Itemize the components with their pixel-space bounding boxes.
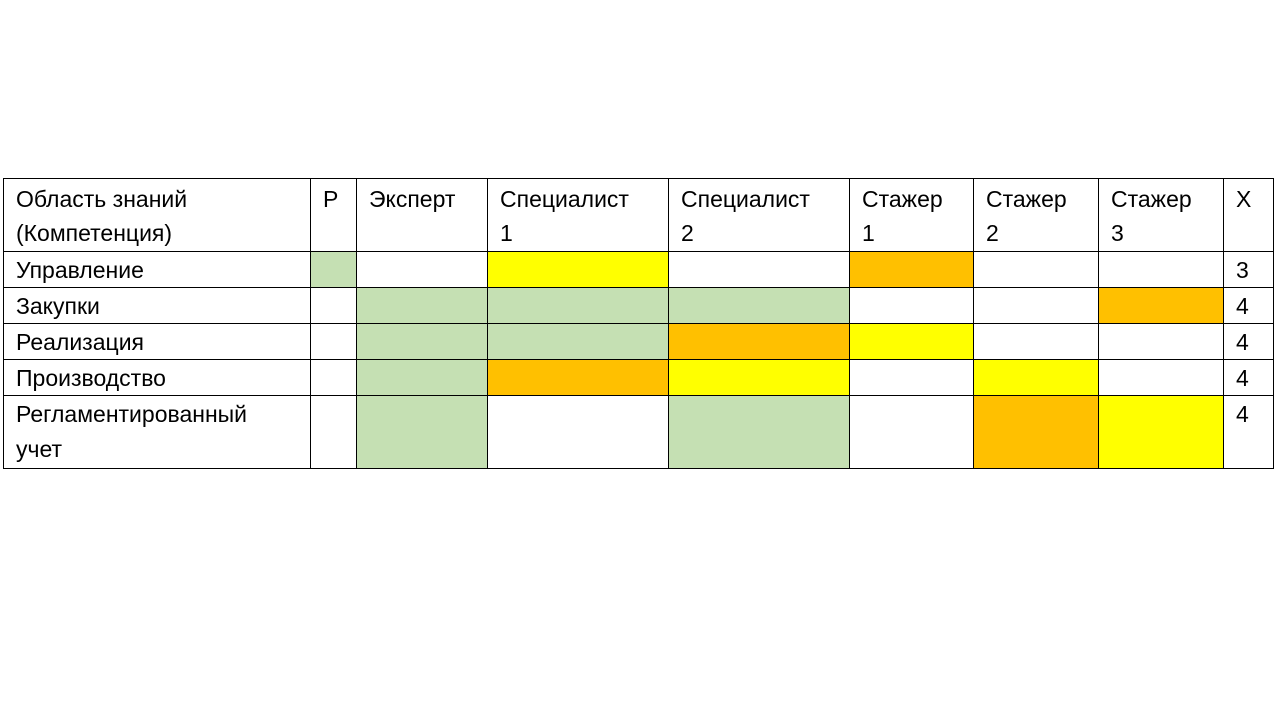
matrix-cell <box>668 323 850 360</box>
header-specialist-1: Специалист 1 <box>487 178 669 252</box>
header-r: Р <box>310 178 357 252</box>
matrix-cell <box>487 323 669 360</box>
matrix-cell <box>356 251 488 288</box>
matrix-cell <box>310 395 357 469</box>
matrix-cell <box>487 395 669 469</box>
header-knowledge-area: Область знаний (Компетенция) <box>3 178 311 252</box>
header-trainee-1: Стажер 1 <box>849 178 974 252</box>
matrix-cell <box>356 323 488 360</box>
header-x: Х <box>1223 178 1274 252</box>
matrix-cell <box>668 359 850 396</box>
matrix-cell <box>487 251 669 288</box>
matrix-cell <box>356 395 488 469</box>
matrix-cell <box>310 323 357 360</box>
matrix-cell <box>1098 251 1224 288</box>
matrix-cell <box>849 287 974 324</box>
matrix-cell <box>849 395 974 469</box>
header-specialist-2: Специалист 2 <box>668 178 850 252</box>
row-count: 3 <box>1223 251 1274 288</box>
matrix-cell <box>310 287 357 324</box>
table-row: Закупки 4 <box>3 287 1274 324</box>
row-label: Управление <box>3 251 311 288</box>
matrix-cell <box>1098 323 1224 360</box>
matrix-cell <box>849 323 974 360</box>
header-trainee-2: Стажер 2 <box>973 178 1099 252</box>
row-label: Регламентированный учет <box>3 395 311 469</box>
competency-matrix-table: Область знаний (Компетенция) Р Эксперт С… <box>3 178 1274 469</box>
matrix-cell <box>668 287 850 324</box>
matrix-cell <box>668 251 850 288</box>
row-count: 4 <box>1223 359 1274 396</box>
matrix-cell <box>973 287 1099 324</box>
matrix-cell <box>849 251 974 288</box>
matrix-cell <box>310 251 357 288</box>
matrix-cell <box>973 251 1099 288</box>
matrix-cell <box>1098 359 1224 396</box>
row-label: Реализация <box>3 323 311 360</box>
matrix-cell <box>487 287 669 324</box>
matrix-cell <box>973 395 1099 469</box>
matrix-cell <box>356 287 488 324</box>
matrix-cell <box>1098 395 1224 469</box>
matrix-cell <box>1098 287 1224 324</box>
header-trainee-3: Стажер 3 <box>1098 178 1224 252</box>
table-header-row: Область знаний (Компетенция) Р Эксперт С… <box>3 178 1274 252</box>
table-row: Управление 3 <box>3 251 1274 288</box>
matrix-cell <box>849 359 974 396</box>
table-row: Производство 4 <box>3 359 1274 396</box>
matrix-cell <box>668 395 850 469</box>
row-count: 4 <box>1223 395 1274 469</box>
matrix-cell <box>487 359 669 396</box>
row-label: Закупки <box>3 287 311 324</box>
matrix-cell <box>310 359 357 396</box>
row-label: Производство <box>3 359 311 396</box>
table-row: Регламентированный учет 4 <box>3 395 1274 469</box>
row-count: 4 <box>1223 323 1274 360</box>
matrix-cell <box>356 359 488 396</box>
header-expert: Эксперт <box>356 178 488 252</box>
matrix-cell <box>973 359 1099 396</box>
table-row: Реализация 4 <box>3 323 1274 360</box>
matrix-cell <box>973 323 1099 360</box>
row-count: 4 <box>1223 287 1274 324</box>
